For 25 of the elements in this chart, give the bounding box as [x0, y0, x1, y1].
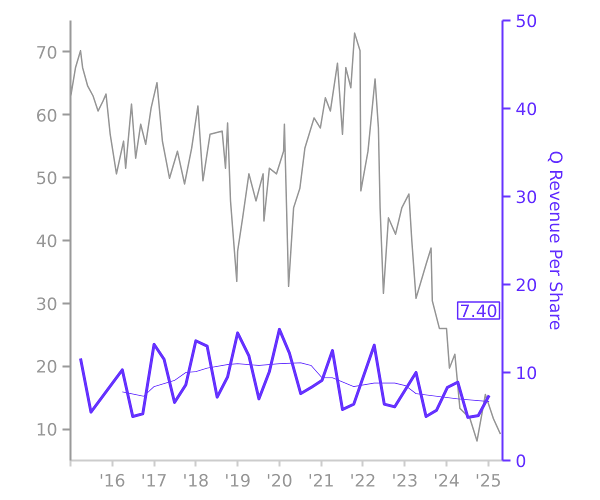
- y-tick-label: 30: [36, 294, 58, 315]
- x-tick-label: '24: [433, 472, 460, 492]
- y2-tick-label: 20: [516, 276, 538, 296]
- y-tick-label: 20: [36, 358, 58, 378]
- x-tick-label: '23: [392, 472, 418, 492]
- y-tick-label: 60: [36, 106, 58, 126]
- x-tick-label: '19: [224, 472, 251, 492]
- x-tick-label: '17: [140, 472, 168, 492]
- y2-tick-label: 0: [516, 452, 526, 472]
- x-tick-label: '20: [266, 472, 293, 492]
- y-tick-label: 40: [36, 232, 58, 252]
- x-tick-label: '22: [350, 472, 376, 492]
- y2-tick-label: 10: [516, 364, 538, 384]
- y2-tick-label: 50: [516, 12, 538, 32]
- x-tick-label: '16: [99, 472, 126, 492]
- x-tick-label: '21: [308, 472, 334, 492]
- x-tick-label: '25: [475, 472, 502, 492]
- y-tick-label: 10: [36, 420, 58, 441]
- y2-axis-title: Q Revenue Per Share: [545, 150, 566, 330]
- y-tick-label: 50: [36, 169, 58, 190]
- y2-tick-label: 40: [516, 100, 538, 120]
- y2-tick-label: 30: [516, 188, 538, 208]
- y-tick-label: 70: [36, 43, 58, 64]
- annotation: 7.40: [460, 302, 498, 322]
- x-tick-label: '18: [182, 472, 209, 492]
